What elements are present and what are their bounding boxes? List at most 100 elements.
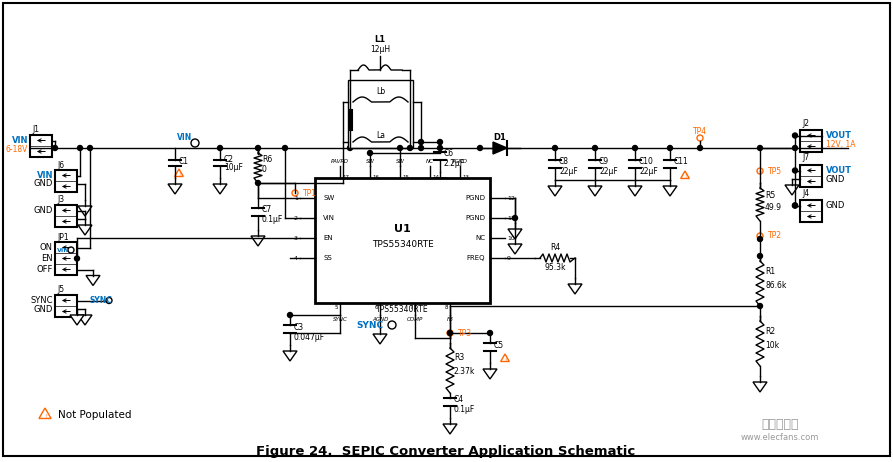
Text: 95.3k: 95.3k bbox=[544, 263, 566, 273]
Text: FB: FB bbox=[446, 317, 454, 322]
Polygon shape bbox=[501, 354, 509, 361]
Text: C8: C8 bbox=[559, 157, 569, 165]
Text: TP2: TP2 bbox=[768, 231, 782, 241]
Text: C6: C6 bbox=[444, 150, 455, 158]
Circle shape bbox=[438, 146, 443, 151]
Polygon shape bbox=[680, 171, 689, 178]
Text: VIN: VIN bbox=[323, 215, 335, 221]
Polygon shape bbox=[508, 229, 522, 239]
Circle shape bbox=[255, 146, 261, 151]
Text: 1: 1 bbox=[294, 195, 298, 201]
Bar bbox=[800, 200, 822, 222]
Text: COMP: COMP bbox=[407, 317, 423, 322]
Bar bbox=[55, 242, 77, 275]
Text: SW: SW bbox=[396, 159, 405, 164]
Text: ON: ON bbox=[40, 243, 53, 252]
Text: SW: SW bbox=[323, 195, 334, 201]
Polygon shape bbox=[251, 236, 265, 246]
Text: 86.6k: 86.6k bbox=[765, 281, 787, 291]
Text: EN: EN bbox=[323, 235, 332, 241]
Circle shape bbox=[792, 168, 797, 173]
Circle shape bbox=[757, 233, 763, 239]
Text: VIN: VIN bbox=[178, 133, 193, 141]
Text: GND: GND bbox=[34, 304, 53, 314]
Text: U1: U1 bbox=[394, 224, 411, 233]
Polygon shape bbox=[483, 369, 497, 379]
Text: !: ! bbox=[684, 175, 686, 180]
Polygon shape bbox=[508, 244, 522, 254]
Text: 10k: 10k bbox=[765, 341, 779, 351]
Text: GND: GND bbox=[826, 201, 846, 210]
Text: VIN: VIN bbox=[12, 136, 28, 145]
Text: !: ! bbox=[178, 172, 180, 177]
Bar bbox=[800, 165, 822, 187]
Circle shape bbox=[407, 146, 413, 151]
Circle shape bbox=[447, 330, 453, 336]
Circle shape bbox=[68, 247, 74, 253]
Circle shape bbox=[667, 146, 672, 151]
Text: C1: C1 bbox=[179, 157, 189, 165]
Text: 6: 6 bbox=[374, 305, 378, 310]
Text: L1: L1 bbox=[374, 36, 386, 44]
Polygon shape bbox=[283, 351, 297, 361]
Bar bbox=[30, 135, 52, 157]
Text: SYNC: SYNC bbox=[332, 317, 347, 322]
Text: Not Populated: Not Populated bbox=[58, 410, 131, 420]
Polygon shape bbox=[568, 284, 582, 294]
Polygon shape bbox=[70, 315, 84, 325]
Bar bbox=[55, 295, 77, 317]
Circle shape bbox=[340, 181, 346, 186]
Text: 0: 0 bbox=[262, 165, 267, 175]
Text: TP1: TP1 bbox=[303, 188, 317, 197]
Text: R4: R4 bbox=[550, 243, 560, 253]
Text: C4: C4 bbox=[454, 395, 464, 405]
Circle shape bbox=[447, 330, 453, 335]
Text: OFF: OFF bbox=[37, 265, 53, 274]
Text: J4: J4 bbox=[802, 188, 809, 197]
Polygon shape bbox=[785, 185, 799, 195]
Polygon shape bbox=[753, 382, 767, 392]
Text: SYNC: SYNC bbox=[90, 296, 113, 305]
Circle shape bbox=[388, 321, 396, 329]
Circle shape bbox=[792, 203, 797, 208]
Text: VIN: VIN bbox=[37, 171, 53, 180]
Text: 11: 11 bbox=[507, 215, 514, 220]
Text: VOUT: VOUT bbox=[826, 131, 852, 140]
Text: 12V, 1A: 12V, 1A bbox=[826, 140, 855, 150]
Text: !: ! bbox=[504, 358, 506, 363]
Text: NC: NC bbox=[426, 159, 434, 164]
Polygon shape bbox=[433, 178, 447, 188]
Text: TPS55340RTE: TPS55340RTE bbox=[371, 240, 433, 249]
Polygon shape bbox=[86, 275, 100, 286]
Circle shape bbox=[697, 135, 703, 141]
Text: PGND: PGND bbox=[465, 195, 485, 201]
Text: SS: SS bbox=[323, 255, 332, 261]
Polygon shape bbox=[548, 186, 562, 196]
Text: TP3: TP3 bbox=[458, 328, 472, 338]
Text: JP1: JP1 bbox=[57, 232, 69, 242]
Text: 2.2μF: 2.2μF bbox=[444, 159, 465, 169]
Circle shape bbox=[397, 146, 403, 151]
Polygon shape bbox=[78, 315, 92, 325]
Circle shape bbox=[792, 203, 797, 208]
Text: www.elecfans.com: www.elecfans.com bbox=[741, 432, 819, 442]
Text: PAVPD: PAVPD bbox=[331, 159, 349, 164]
Bar bbox=[55, 205, 77, 227]
Circle shape bbox=[106, 298, 112, 304]
Polygon shape bbox=[168, 184, 182, 194]
Text: 0.1μF: 0.1μF bbox=[454, 406, 475, 414]
Text: 6-18V: 6-18V bbox=[5, 145, 28, 153]
Bar bbox=[348, 80, 413, 148]
Polygon shape bbox=[443, 424, 457, 434]
Circle shape bbox=[488, 330, 493, 335]
Circle shape bbox=[757, 237, 763, 242]
Text: 0.1μF: 0.1μF bbox=[262, 214, 283, 224]
Circle shape bbox=[53, 146, 57, 151]
Text: 49.9: 49.9 bbox=[765, 203, 782, 213]
Text: 9: 9 bbox=[507, 255, 511, 261]
Polygon shape bbox=[493, 142, 507, 154]
Text: C9: C9 bbox=[599, 157, 609, 165]
Text: !: ! bbox=[44, 413, 46, 419]
Text: PGND: PGND bbox=[465, 215, 485, 221]
Circle shape bbox=[632, 146, 638, 151]
